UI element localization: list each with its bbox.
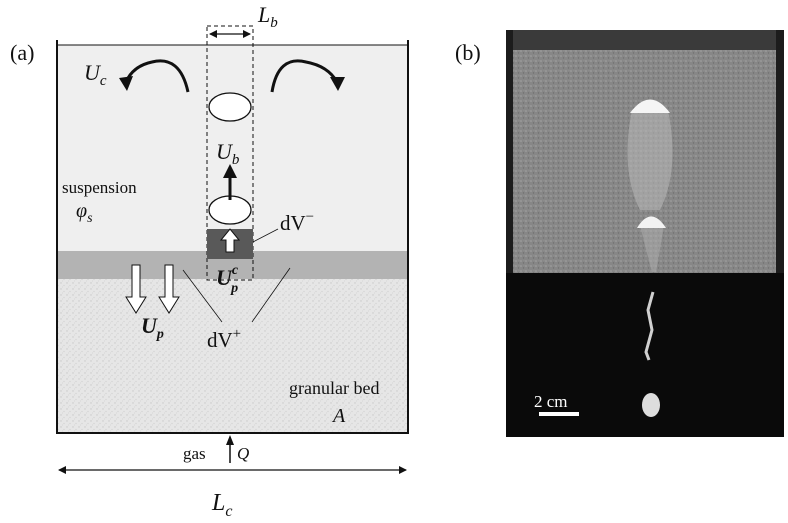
photo-bubble-upper bbox=[630, 99, 670, 113]
panel-b-tag: (b) bbox=[455, 40, 481, 65]
svg-text:Ub: Ub bbox=[216, 139, 240, 168]
suspension-label: suspension bbox=[62, 178, 137, 197]
Ub-arrow-head bbox=[223, 164, 237, 178]
Up-label: U bbox=[141, 313, 158, 338]
Lc-label: L bbox=[211, 490, 225, 516]
Up-arrow-right bbox=[158, 264, 180, 314]
phi-label: φ bbox=[76, 200, 87, 222]
svg-text:φs: φs bbox=[76, 200, 93, 226]
Upc-label: U bbox=[216, 265, 233, 290]
circulation-arrow-left-head bbox=[119, 76, 133, 91]
Upc-sub: p bbox=[230, 281, 238, 296]
circulation-arrow-right bbox=[270, 59, 339, 93]
gas-label: gas bbox=[183, 444, 206, 463]
dV-minus-leader bbox=[252, 228, 279, 243]
svg-text:Up: Up bbox=[141, 313, 164, 342]
circulation-arrow-left bbox=[124, 59, 190, 93]
Q-label: Q bbox=[237, 444, 249, 463]
circulation-arrow-right-head bbox=[330, 77, 345, 91]
bubble-lower bbox=[208, 195, 252, 225]
dV-plus-leader-left bbox=[182, 269, 223, 323]
dV-minus-label: dV bbox=[280, 211, 306, 235]
photo-wake-upper bbox=[627, 110, 673, 210]
gas-arrow-head bbox=[226, 435, 234, 445]
A-label: A bbox=[331, 405, 346, 427]
scale-bar-label: 2 cm bbox=[534, 392, 568, 411]
svg-text:Ucp: Uc p bbox=[216, 263, 239, 296]
svg-text:Uc: Uc bbox=[84, 60, 107, 89]
panel-b: (b) 2 cm bbox=[455, 30, 784, 437]
phi-sub: s bbox=[87, 211, 93, 226]
Uc-label: U bbox=[84, 60, 102, 85]
Lb-sub: b bbox=[270, 15, 278, 31]
dV-plus-label: dV bbox=[207, 328, 233, 352]
Upc-arrow bbox=[219, 228, 241, 253]
photo-wake-lower bbox=[640, 225, 664, 272]
photo-gas-channel bbox=[644, 291, 655, 361]
bubble-upper bbox=[208, 92, 252, 122]
photo-top-wall bbox=[513, 30, 776, 50]
Lb-label: L bbox=[257, 2, 270, 27]
bubble-column bbox=[206, 25, 254, 281]
container-walls bbox=[56, 40, 409, 434]
Ub-label: U bbox=[216, 139, 234, 164]
svg-text:dV+: dV+ bbox=[207, 326, 241, 352]
svg-text:dV−: dV− bbox=[280, 209, 314, 235]
Lc-sub: c bbox=[225, 503, 232, 520]
svg-text:Lc: Lc bbox=[211, 490, 232, 520]
dV-plus-sup: + bbox=[233, 326, 241, 342]
granular-bed-region bbox=[57, 279, 408, 433]
panel-a-tag: (a) bbox=[10, 40, 34, 65]
Ub-sub: b bbox=[232, 152, 240, 168]
Up-arrow-left bbox=[125, 264, 147, 314]
panel-a: (a) Lb Uc Ub suspension φs bbox=[10, 2, 409, 520]
Up-sub: p bbox=[156, 327, 164, 342]
Upc-sup: c bbox=[232, 263, 239, 278]
svg-text:Lb: Lb bbox=[257, 2, 278, 31]
photo-bottom-bubble bbox=[642, 393, 660, 417]
dV-plus-leader-right bbox=[251, 267, 291, 323]
Uc-sub: c bbox=[100, 73, 107, 89]
photo-bubble-lower bbox=[637, 216, 666, 228]
granular-bed-label: granular bed bbox=[289, 378, 379, 398]
dV-minus-sup: − bbox=[306, 209, 314, 225]
scale-bar bbox=[539, 412, 579, 416]
